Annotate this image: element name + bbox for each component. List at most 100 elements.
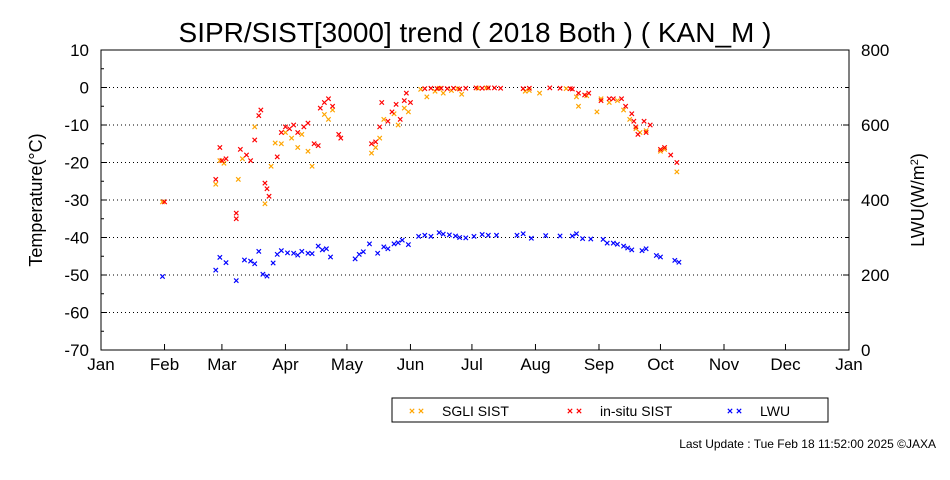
- x-tick-label: Sep: [584, 355, 614, 374]
- data-point: [440, 90, 446, 96]
- data-point: [424, 94, 430, 100]
- data-point: [309, 163, 315, 169]
- data-point: [485, 85, 491, 91]
- data-point: [629, 111, 635, 117]
- data-point: [373, 139, 379, 145]
- data-point: [161, 199, 168, 205]
- data-point: [594, 109, 600, 115]
- y2-tick-label: 800: [861, 41, 889, 60]
- legend-marker: [567, 408, 573, 414]
- data-point: [317, 105, 323, 111]
- data-point: [282, 129, 289, 136]
- data-point: [629, 247, 635, 253]
- y2-axis-label: LWU(W/m2): [908, 153, 928, 247]
- y2-tick-label: 0: [861, 341, 870, 360]
- y-axis-label: Temperature(°C): [26, 133, 46, 266]
- data-point: [557, 85, 563, 91]
- data-point: [639, 248, 645, 254]
- legend-marker: [727, 408, 733, 414]
- data-point: [288, 135, 295, 141]
- y2-tick-label: 200: [861, 266, 889, 285]
- data-point: [657, 148, 664, 154]
- x-tick-label: Apr: [272, 355, 299, 374]
- y-tick-label: -50: [64, 266, 89, 285]
- x-tick-label: Dec: [770, 355, 801, 374]
- data-point: [295, 144, 301, 151]
- legend-label: SGLI SIST: [442, 403, 509, 419]
- data-point: [526, 85, 532, 91]
- data-point: [258, 107, 264, 113]
- data-point: [291, 250, 297, 256]
- data-point: [483, 85, 489, 91]
- data-point: [360, 249, 366, 255]
- data-point: [305, 120, 311, 126]
- data-point: [217, 144, 223, 151]
- data-point: [385, 246, 391, 252]
- data-point: [262, 180, 268, 186]
- y-tick-label: -40: [64, 229, 89, 248]
- data-point: [159, 273, 166, 280]
- data-point: [243, 152, 250, 158]
- data-point: [485, 232, 491, 238]
- data-point: [438, 85, 444, 91]
- data-point: [379, 99, 385, 106]
- x-tick-label: Jan: [87, 355, 114, 374]
- data-point: [557, 233, 563, 239]
- legend: SGLI SIST in-situ SIST LWU: [391, 397, 829, 423]
- data-point: [321, 99, 327, 106]
- data-point: [352, 256, 358, 262]
- data-point: [573, 231, 580, 237]
- data-point: [395, 240, 401, 246]
- data-point: [676, 259, 682, 265]
- legend-marker: [736, 408, 742, 414]
- data-point: [268, 163, 274, 169]
- data-point: [444, 86, 450, 92]
- data-point: [213, 176, 219, 182]
- data-point: [543, 233, 549, 239]
- data-point: [284, 250, 291, 256]
- data-point: [375, 250, 381, 256]
- data-point: [405, 242, 411, 248]
- data-point: [657, 254, 664, 260]
- data-point: [661, 146, 668, 152]
- data-point: [274, 251, 280, 257]
- data-point: [643, 246, 649, 252]
- data-point: [633, 124, 639, 130]
- data-point: [580, 236, 586, 242]
- data-point: [450, 85, 457, 91]
- data-point: [381, 244, 387, 250]
- data-point: [239, 156, 245, 162]
- data-point: [319, 247, 325, 253]
- data-point: [305, 250, 311, 256]
- data-point: [668, 152, 674, 158]
- data-point: [262, 201, 268, 207]
- data-point: [657, 146, 664, 152]
- data-point: [389, 109, 395, 115]
- data-point: [325, 116, 332, 122]
- data-point: [266, 193, 272, 199]
- data-point: [479, 231, 485, 238]
- data-point: [309, 251, 315, 257]
- data-point: [321, 111, 327, 118]
- axis-ticks: [100, 49, 850, 351]
- data-point: [434, 86, 440, 92]
- data-point: [614, 98, 621, 104]
- legend-label: LWU: [760, 403, 790, 419]
- data-point: [311, 141, 317, 147]
- data-point: [416, 233, 422, 239]
- data-point: [381, 116, 387, 122]
- y-tick-label: -70: [64, 341, 89, 360]
- data-point: [563, 86, 569, 92]
- data-point: [329, 103, 336, 109]
- data-point: [213, 181, 219, 187]
- data-point: [401, 105, 407, 111]
- data-point: [614, 241, 621, 247]
- data-point: [385, 118, 391, 124]
- data-point: [301, 124, 307, 130]
- data-point: [674, 169, 680, 175]
- data-point: [252, 261, 258, 267]
- data-point: [315, 243, 321, 249]
- legend-label: in-situ SIST: [600, 403, 673, 419]
- data-point: [491, 85, 498, 91]
- data-point: [457, 86, 463, 92]
